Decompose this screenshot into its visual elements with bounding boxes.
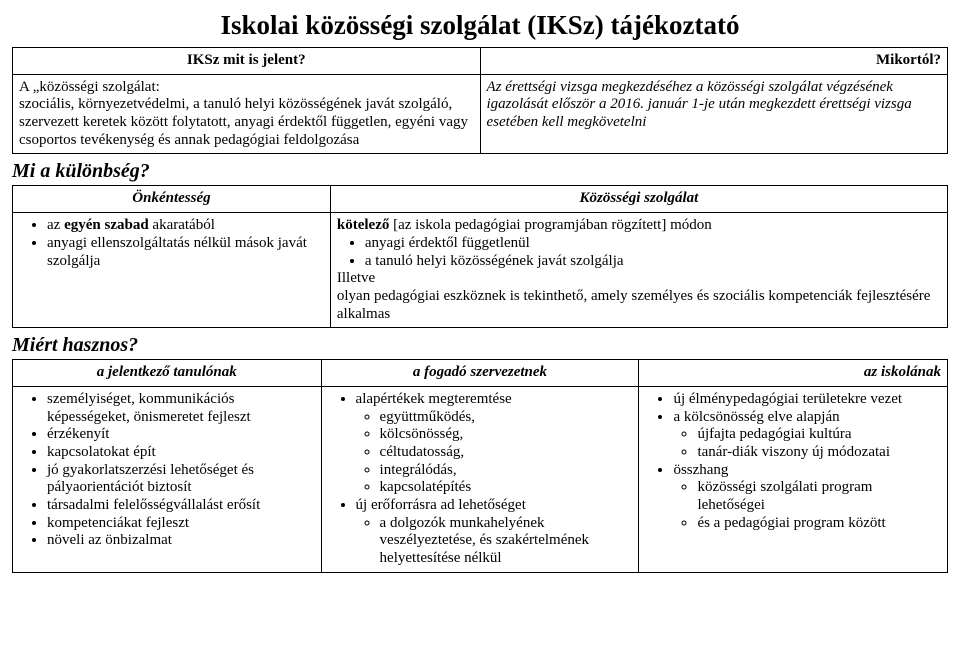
diff-left-list: az egyén szabad akaratából anyagi ellens… <box>19 217 324 270</box>
diff-heading: Mi a különbség? <box>12 160 948 183</box>
intro-right-head: Mikortól? <box>480 48 948 75</box>
useful-table: a jelentkező tanulónak a fogadó szerveze… <box>12 359 948 573</box>
diff-left-body: az egyén szabad akaratából anyagi ellens… <box>13 213 331 328</box>
useful-col1-body: személyiséget, kommunikációs képességeke… <box>13 386 322 572</box>
useful-col3-head: az iskolának <box>639 360 948 387</box>
diff-table: Önkéntesség Közösségi szolgálat az egyén… <box>12 185 948 328</box>
useful-col1-head: a jelentkező tanulónak <box>13 360 322 387</box>
intro-left-body: A „közösségi szolgálat:szociális, környe… <box>13 74 481 154</box>
intro-left-head: IKSz mit is jelent? <box>13 48 481 75</box>
diff-right-head: Közösségi szolgálat <box>330 186 947 213</box>
useful-col3-body: új élménypedagógiai területekre vezeta k… <box>639 386 948 572</box>
useful-col2-head: a fogadó szervezetnek <box>321 360 639 387</box>
useful-col2-body: alapértékek megteremtéseegyüttműködés,kö… <box>321 386 639 572</box>
diff-right-body: kötelező [az iskola pedagógiai programjá… <box>330 213 947 328</box>
list-item: az egyén szabad akaratából <box>47 217 324 235</box>
list-item: anyagi ellenszolgáltatás nélkül mások ja… <box>47 235 324 270</box>
page-title: Iskolai közösségi szolgálat (IKSz) tájék… <box>12 10 948 41</box>
intro-right-body: Az érettségi vizsga megkezdéséhez a közö… <box>480 74 948 154</box>
diff-left-head: Önkéntesség <box>13 186 331 213</box>
useful-heading: Miért hasznos? <box>12 334 948 357</box>
intro-table: IKSz mit is jelent? Mikortól? A „közössé… <box>12 47 948 154</box>
